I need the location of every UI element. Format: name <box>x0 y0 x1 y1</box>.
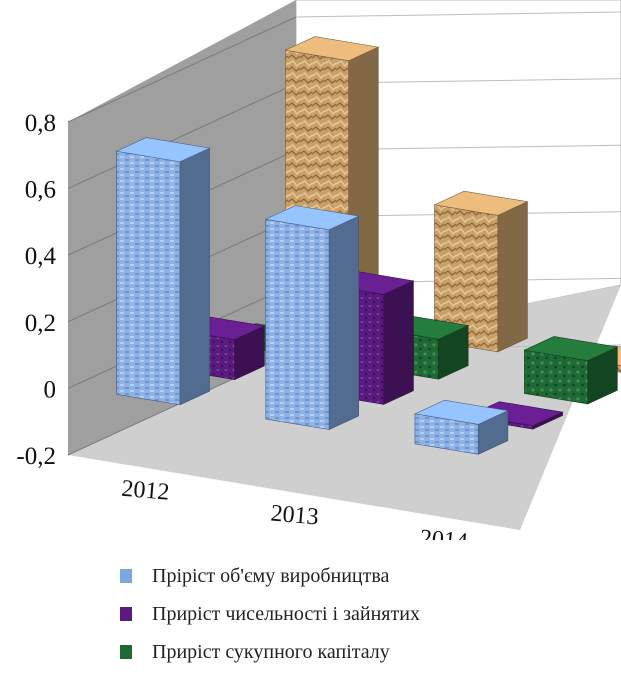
y-tick-label: -0,2 <box>16 443 56 470</box>
legend-item: Пріріст об'єму виробництва <box>120 560 420 592</box>
y-tick-label: 0,2 <box>25 310 56 337</box>
legend-swatch <box>120 607 132 621</box>
legend-swatch <box>120 645 132 659</box>
y-axis-ticks: 0,8 0,6 0,4 0,2 0 -0,2 <box>16 110 56 470</box>
legend-item: Приріст чисельності і зайнятих <box>120 598 420 630</box>
bar-2-0 <box>413 399 509 455</box>
legend: Пріріст об'єму виробництва Приріст чисель… <box>120 560 420 674</box>
bars <box>115 36 621 455</box>
bar-1-3 <box>433 190 529 353</box>
y-tick-label: 0,8 <box>25 110 56 137</box>
bar-0-0 <box>115 137 211 406</box>
x-axis-categories: 2012 2013 2014 <box>120 476 468 540</box>
x-category-label: 2013 <box>270 500 320 530</box>
bar-1-0 <box>264 205 360 431</box>
y-tick-label: 0 <box>44 376 57 403</box>
legend-swatch <box>120 569 132 583</box>
chart: 0,8 0,6 0,4 0,2 0 -0,2 2012 2013 2014 <box>16 0 621 540</box>
legend-item: Приріст сукупного капіталу <box>120 636 420 668</box>
x-category-label: 2012 <box>120 476 170 506</box>
legend-label: Приріст чисельності і зайнятих <box>152 602 420 625</box>
bar-2-2 <box>523 336 619 405</box>
x-category-label: 2014 <box>419 525 469 540</box>
legend-label: Приріст сукупного капіталу <box>152 640 390 663</box>
y-tick-label: 0,6 <box>25 177 56 204</box>
legend-label: Пріріст об'єму виробництва <box>152 564 390 587</box>
y-tick-label: 0,4 <box>25 243 57 270</box>
